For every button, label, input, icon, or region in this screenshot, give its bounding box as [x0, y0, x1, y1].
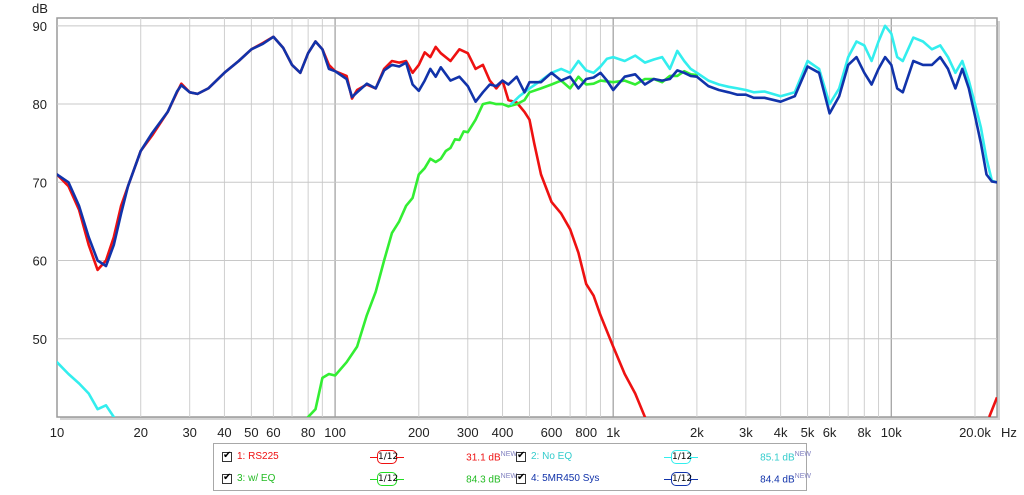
new-tag: NEW [794, 473, 811, 480]
legend-series-name: 1: RS225 [237, 451, 279, 462]
x-tick-label: 600 [541, 425, 563, 440]
x-tick-label: 10 [50, 425, 64, 440]
x-tick-label: 30 [182, 425, 196, 440]
show-series-checkbox[interactable] [222, 450, 232, 462]
y-tick-label: 50 [33, 332, 47, 347]
show-series-checkbox[interactable] [516, 472, 526, 484]
x-tick-label: 6k [823, 425, 837, 440]
x-axis-ticks: 10 20 30 40 50 60 80 100 200 300 400 600 800 1k 2k 3k 4k… [50, 425, 992, 440]
x-tick-label: 100 [324, 425, 346, 440]
legend-series-name: 2: No EQ [531, 451, 573, 462]
x-tick-label: 20.0k [959, 425, 991, 440]
series-line-rs225-tail [987, 396, 997, 417]
series-line-4-5mr450-sys [57, 35, 997, 268]
smoothing-label: 1/12 [377, 472, 399, 486]
new-tag: NEW [794, 451, 811, 458]
y-tick-label: 70 [33, 175, 47, 190]
legend-level: 31.1 dBNEW [466, 451, 517, 464]
x-tick-label: 20 [133, 425, 147, 440]
smoothing-button[interactable]: 1/12 [370, 471, 404, 487]
smoothing-label: 1/12 [671, 450, 693, 464]
y-tick-label: 80 [33, 97, 47, 112]
legend-entry-5mr450-sys: 4: 5MR450 Sys 1/12 84.4 dBNEW [516, 471, 811, 491]
show-series-checkbox[interactable] [516, 450, 526, 462]
x-tick-label: 1k [606, 425, 620, 440]
y-axis-label: dB [32, 1, 48, 16]
smoothing-button[interactable]: 1/12 [664, 471, 698, 487]
y-axis-ticks: 50 60 70 80 90 [33, 19, 47, 347]
smoothing-button[interactable]: 1/12 [664, 449, 698, 465]
legend: 1: RS225 1/12 31.1 dBNEW 2: No EQ 1/12 8… [213, 443, 811, 491]
x-tick-label: 300 [457, 425, 479, 440]
y-tick-label: 90 [33, 19, 47, 34]
x-tick-label: 200 [408, 425, 430, 440]
smoothing-button[interactable]: 1/12 [370, 449, 404, 465]
legend-level: 84.3 dBNEW [466, 473, 517, 486]
smoothing-label: 1/12 [377, 450, 399, 464]
show-series-checkbox[interactable] [222, 472, 232, 484]
x-tick-label: 400 [492, 425, 514, 440]
new-tag: NEW [500, 473, 517, 480]
x-tick-label: 50 [244, 425, 258, 440]
x-tick-label: 4k [774, 425, 788, 440]
x-tick-label: 3k [739, 425, 753, 440]
x-tick-label: 80 [301, 425, 315, 440]
series-line-3-w-eq [306, 69, 699, 417]
x-tick-label: 8k [857, 425, 871, 440]
frequency-response-chart: 50 60 70 80 90 10 20 30 40 50 60 80 100 200 300 400 600… [32, 1, 1017, 440]
x-axis-label: Hz [1001, 425, 1017, 440]
x-tick-label: 40 [217, 425, 231, 440]
legend-series-name: 4: 5MR450 Sys [531, 473, 600, 484]
y-tick-label: 60 [33, 254, 47, 269]
series-lines [57, 24, 997, 417]
legend-level: 84.4 dBNEW [760, 473, 811, 486]
series-line-2-no-eq [57, 24, 997, 417]
grid-lines [57, 18, 997, 417]
x-tick-label: 5k [801, 425, 815, 440]
legend-level: 85.1 dBNEW [760, 451, 811, 464]
x-tick-label: 800 [575, 425, 597, 440]
legend-series-name: 3: w/ EQ [237, 473, 276, 484]
x-tick-label: 10k [881, 425, 902, 440]
new-tag: NEW [500, 451, 517, 458]
x-tick-label: 60 [266, 425, 280, 440]
plot-area [56, 17, 998, 418]
x-tick-label: 2k [690, 425, 704, 440]
legend-entry-no-eq: 2: No EQ 1/12 85.1 dBNEW [516, 449, 811, 469]
legend-entry-w-eq: 3: w/ EQ 1/12 84.3 dBNEW [222, 471, 517, 491]
smoothing-label: 1/12 [671, 472, 693, 486]
legend-entry-rs225: 1: RS225 1/12 31.1 dBNEW [222, 449, 517, 469]
